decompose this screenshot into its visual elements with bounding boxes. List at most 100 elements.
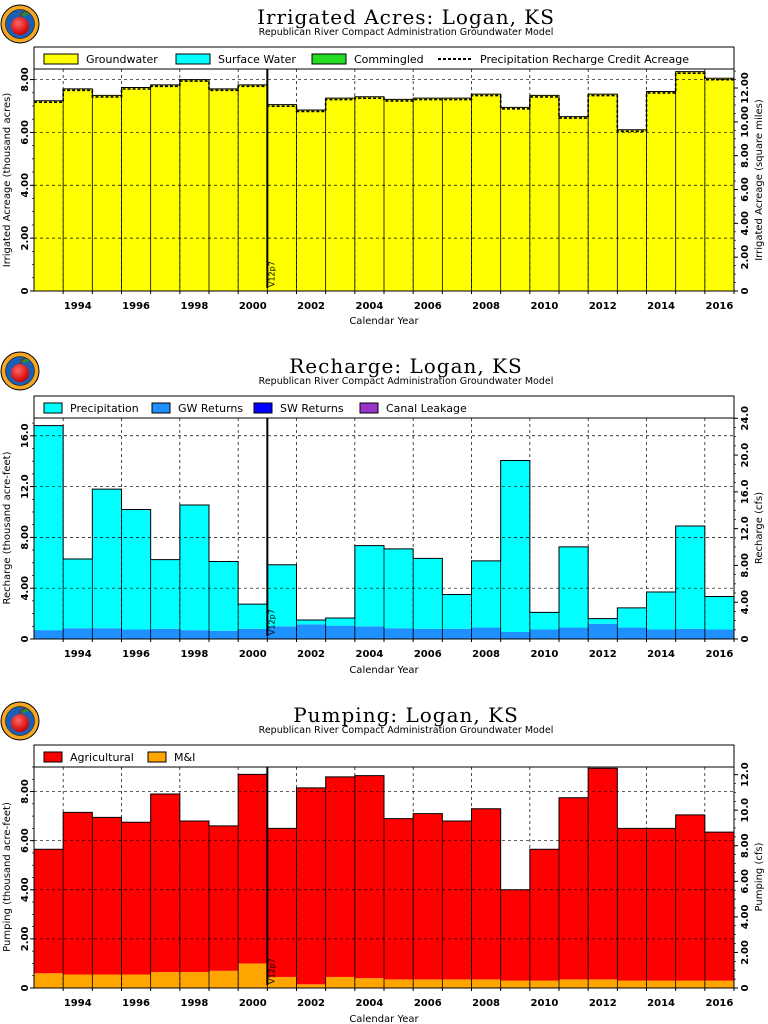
- x-tick-label: 2010: [530, 998, 558, 1009]
- legend: Agricultural M&I: [33, 744, 735, 768]
- y-right-tick-label: 20.0: [740, 443, 751, 468]
- x-tick-label: 1996: [122, 998, 150, 1009]
- bar-agricultural-1994: [63, 812, 93, 975]
- bar-m-i-2006: [413, 979, 443, 988]
- bar-m-i-2005: [384, 979, 414, 988]
- x-axis: 1994 1996 1998 2000 2002 2004 2006 2008 2010 2012…: [62, 988, 735, 1009]
- bar-precipitation-2016: [704, 596, 734, 630]
- legend-label-commingled: Commingled: [354, 53, 424, 66]
- apple-logo: [0, 4, 40, 44]
- bar-m-i-2008: [471, 979, 501, 988]
- x-tick-label: 2000: [239, 998, 267, 1009]
- y-tick-label: 4.00: [20, 877, 31, 902]
- legend-swatch-commingled: [311, 53, 347, 65]
- bar-groundwater-2004: [354, 96, 384, 291]
- x-tick-label: 2004: [355, 998, 383, 1009]
- bar-groundwater-1999: [209, 88, 239, 291]
- x-tick-label: 2002: [297, 301, 325, 312]
- version-marker: V12p7: [266, 767, 276, 985]
- y-axis-label-right: Recharge (cfs): [754, 492, 765, 564]
- bar-gw-returns-2004: [354, 626, 384, 639]
- bar-agricultural-1995: [92, 817, 122, 975]
- bar-groundwater-2001: [267, 104, 297, 291]
- x-tick-label: 2006: [414, 649, 442, 660]
- x-axis-label: Calendar Year: [349, 665, 419, 676]
- bar-precipitation-2010: [529, 612, 559, 630]
- bar-agricultural-1996: [121, 822, 151, 975]
- y-tick-label: 0: [20, 287, 31, 294]
- chart-title: Irrigated Acres: Logan, KS: [257, 5, 555, 29]
- bar-groundwater-2000: [238, 84, 268, 291]
- y-right-tick-label: 4.00: [740, 211, 751, 236]
- y-right-tick-label: 0: [740, 635, 751, 642]
- y-axis-left: 0 4.00 8.00 12.0 16.0: [20, 422, 34, 642]
- bar-groundwater-1994: [63, 88, 93, 291]
- bar-groundwater-2011: [559, 116, 589, 291]
- y-axis-right: 0 2.00 4.00 6.00 8.00 10.0 12.0: [734, 762, 751, 991]
- legend-label-surface-water: Surface Water: [218, 53, 296, 66]
- bar-gw-returns-1995: [92, 628, 122, 639]
- bar-groundwater-2016: [704, 78, 734, 291]
- y-tick-label: 4.00: [20, 576, 31, 601]
- bar-agricultural-2006: [413, 813, 443, 980]
- apple-logo: [0, 701, 40, 741]
- bar-m-i-1995: [92, 974, 122, 988]
- bar-groundwater-2006: [413, 98, 443, 291]
- bar-gw-returns-2010: [529, 629, 559, 639]
- y-right-tick-label: 12.0: [740, 762, 751, 787]
- x-tick-label: 2012: [589, 649, 617, 660]
- bar-gw-returns-2008: [471, 627, 501, 639]
- bar-agricultural-1998: [179, 821, 209, 973]
- bar-m-i-2002: [296, 984, 326, 988]
- bars-layer: [33, 425, 735, 639]
- bar-gw-returns-2000: [238, 628, 268, 639]
- bar-precipitation-1997: [150, 559, 180, 629]
- y-right-tick-label: 2.00: [740, 245, 751, 270]
- panel-pumping: Pumping: Logan, KS Republican River Comp…: [0, 701, 765, 1024]
- bar-gw-returns-2005: [384, 628, 414, 639]
- y-tick-label: 2.00: [20, 226, 31, 251]
- bar-gw-returns-2003: [325, 625, 355, 639]
- x-tick-label: 2000: [239, 301, 267, 312]
- bar-gw-returns-1996: [121, 629, 151, 639]
- bar-precipitation-2004: [354, 545, 384, 627]
- bar-m-i-1994: [63, 974, 93, 988]
- y-axis-right: 0 4.00 8.00 12.0 16.0 20.0 24.0: [734, 406, 751, 642]
- bar-groundwater-1997: [150, 84, 180, 291]
- legend-swatch-mi: [147, 751, 167, 763]
- bar-m-i-1999: [209, 970, 239, 988]
- legend-label-precip-credit: Precipitation Recharge Credit Acreage: [480, 53, 689, 66]
- y-tick-label: 16.0: [20, 423, 31, 448]
- x-tick-label: 1998: [180, 998, 208, 1009]
- bar-agricultural-2009: [500, 889, 530, 981]
- bar-m-i-1996: [121, 974, 151, 988]
- x-tick-label: 1996: [122, 649, 150, 660]
- precip-credit-line: [34, 72, 734, 133]
- legend-label-canal-leakage: Canal Leakage: [386, 402, 467, 415]
- bar-gw-returns-2006: [413, 628, 443, 639]
- bar-groundwater-2012: [588, 94, 618, 291]
- bar-agricultural-2000: [238, 774, 268, 964]
- apple-logo: [0, 351, 40, 391]
- bar-groundwater-2005: [384, 99, 414, 292]
- bar-groundwater-2010: [529, 95, 559, 291]
- bar-agricultural-2007: [442, 821, 472, 980]
- chart-title: Pumping: Logan, KS: [293, 703, 519, 727]
- x-axis-label: Calendar Year: [349, 316, 419, 327]
- x-tick-label: 1998: [180, 649, 208, 660]
- bar-precipitation-1996: [121, 509, 151, 630]
- legend-label-gw-returns: GW Returns: [178, 402, 243, 415]
- y-right-tick-label: 12.00: [740, 72, 751, 104]
- grid-layer: [34, 418, 734, 639]
- x-tick-label: 2010: [530, 301, 558, 312]
- bar-groundwater-2014: [646, 91, 676, 291]
- x-axis: 1994 1996 1998 2000 2002 2004 2006 2008 2010 2012…: [62, 639, 735, 660]
- bar-groundwater-1995: [92, 95, 122, 291]
- marker-label: V12p7: [267, 261, 276, 287]
- bar-agricultural-2015: [675, 814, 705, 981]
- y-tick-label: 12.0: [20, 474, 31, 499]
- bar-groundwater-1993: [34, 100, 64, 291]
- y-tick-label: 8.00: [20, 779, 31, 804]
- legend-label-mi: M&I: [174, 751, 195, 764]
- x-tick-label: 2002: [297, 998, 325, 1009]
